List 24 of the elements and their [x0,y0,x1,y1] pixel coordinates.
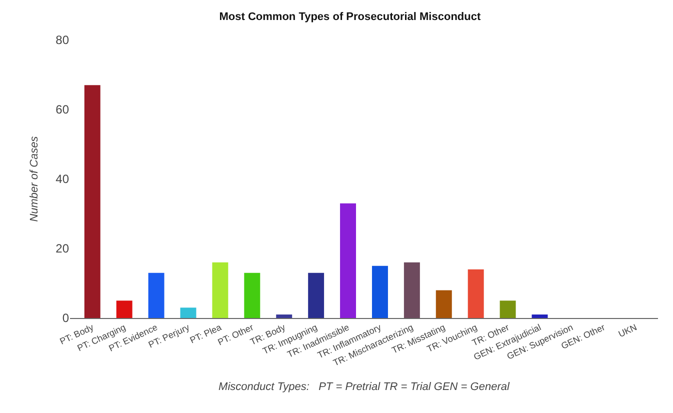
bar [276,314,292,318]
y-tick-label: 0 [62,311,70,326]
bar [308,272,324,318]
bar [436,290,452,318]
y-tick-label: 20 [56,242,70,256]
bar [244,272,260,318]
chart-title: Most Common Types of Prosecutorial Misconduct [219,11,481,24]
x-axis-title: Misconduct Types: PT = Pretrial TR = Trial GEN = General [218,381,510,394]
y-tick-label: 60 [56,102,70,117]
bar [148,272,164,318]
bar [212,262,228,318]
bar [116,300,132,318]
bar [180,308,196,318]
y-tick-label: 40 [56,172,70,186]
bar [84,85,100,318]
bar [532,314,548,318]
bar [404,262,420,318]
y-tick-label: 80 [56,33,70,48]
bar [500,300,516,318]
bar [372,266,388,318]
y-axis-title: Number of Cases [28,136,40,222]
bar [340,203,356,318]
bar [468,269,484,318]
x-tick-label: UKN [616,322,638,340]
